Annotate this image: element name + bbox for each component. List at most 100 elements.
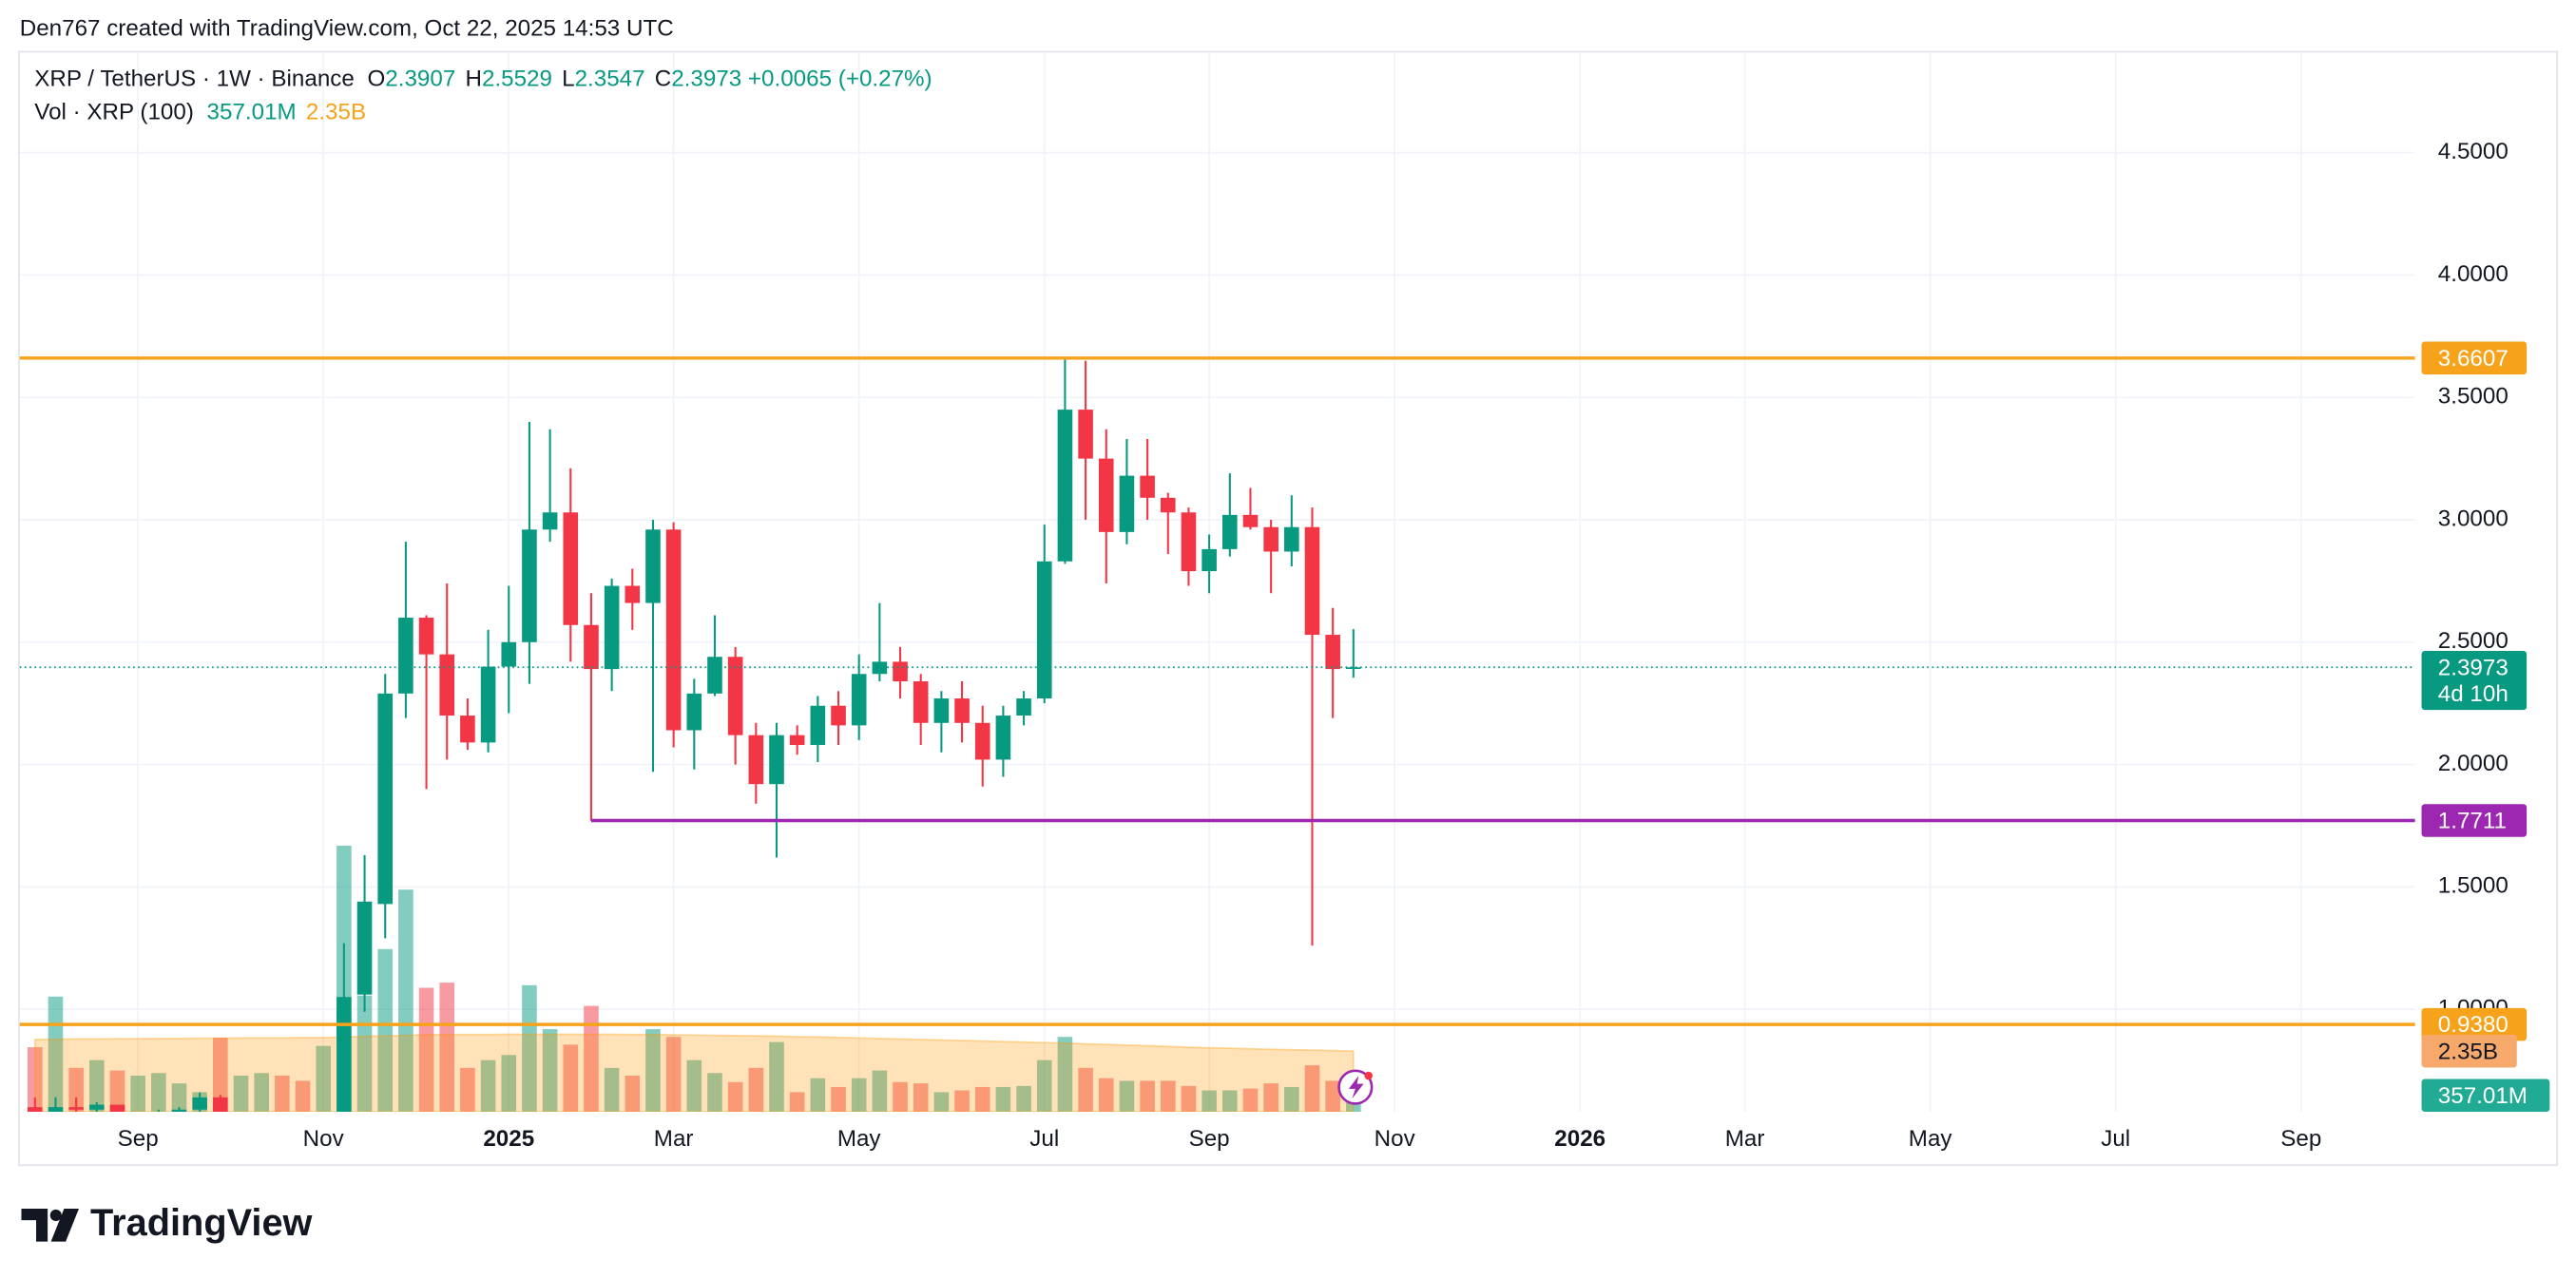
legend-main: XRP / TetherUS · 1W · Binance O2.3907 H2… xyxy=(34,67,932,92)
x-tick-label: 2026 xyxy=(1554,1126,1605,1152)
volume-bar xyxy=(584,1005,599,1113)
volume-bar xyxy=(418,987,434,1113)
y-tick-label: 2.0000 xyxy=(2438,751,2509,776)
candle-body xyxy=(1098,458,1114,532)
candle-body xyxy=(1304,526,1320,636)
candle-body xyxy=(748,735,764,785)
candle-body xyxy=(645,529,661,603)
volume-bar xyxy=(68,1067,84,1113)
volume-bar xyxy=(563,1044,579,1113)
candle-body xyxy=(1036,561,1052,699)
open-value: 2.3907 xyxy=(385,67,455,92)
close-label: C xyxy=(655,67,671,92)
y-tick-label: 2.5000 xyxy=(2438,628,2509,654)
candle-body xyxy=(1221,514,1238,549)
event-icon xyxy=(1364,1071,1374,1080)
candle-body xyxy=(625,585,641,603)
volume-bar xyxy=(27,1047,43,1113)
y-tick-label: 4.0000 xyxy=(2438,261,2509,287)
candle-body xyxy=(913,680,929,723)
candle-body xyxy=(1016,698,1031,716)
x-tick-label: Nov xyxy=(303,1126,345,1152)
candle-body xyxy=(377,693,394,905)
volume-ma-label-box xyxy=(2421,1034,2517,1068)
volume-bar xyxy=(501,1055,517,1113)
price-label: 2.3973 xyxy=(2438,655,2509,680)
x-tick-label: May xyxy=(1909,1126,1953,1152)
volume-bar xyxy=(707,1073,722,1113)
open-label: O xyxy=(367,67,385,92)
candle-body xyxy=(727,657,743,735)
candle-body xyxy=(831,705,846,726)
candle-body xyxy=(707,657,722,694)
x-tick-label: Sep xyxy=(1189,1126,1230,1152)
level-label: 3.6607 xyxy=(2438,346,2509,372)
volume-bar xyxy=(810,1078,826,1113)
level-label: 0.9380 xyxy=(2438,1012,2509,1038)
x-tick-label: Nov xyxy=(1375,1126,1416,1152)
volume-bar xyxy=(954,1090,970,1113)
volume-bar xyxy=(645,1029,661,1113)
candle-body xyxy=(1263,526,1278,552)
volume-bar xyxy=(316,1045,332,1113)
attribution: Den767 created with TradingView.com, Oct… xyxy=(20,16,674,42)
x-tick-label: Sep xyxy=(118,1126,159,1152)
volume-name: Vol · XRP (100) xyxy=(34,100,194,125)
volume-bar xyxy=(377,948,394,1113)
volume-bar xyxy=(851,1078,867,1113)
high-value: 2.5529 xyxy=(482,67,552,92)
candle-body xyxy=(1201,548,1217,572)
close-value: 2.3973 xyxy=(671,67,741,92)
volume-bar xyxy=(1325,1080,1340,1113)
candle-body xyxy=(1284,526,1299,552)
y-tick-label: 1.5000 xyxy=(2438,873,2509,899)
volume-bar xyxy=(769,1041,784,1113)
candle-body xyxy=(213,1097,228,1113)
volume-bar xyxy=(727,1081,743,1113)
x-tick-label: Jul xyxy=(2101,1126,2130,1152)
volume-bar xyxy=(1140,1080,1155,1113)
legend-volume: Vol · XRP (100) 357.01M 2.35B xyxy=(34,100,366,125)
x-tick-label: Mar xyxy=(654,1126,694,1152)
candle-body xyxy=(89,1104,105,1110)
volume-bar xyxy=(522,984,537,1113)
candle-body xyxy=(418,618,434,655)
candle-body xyxy=(398,618,413,694)
candle-body xyxy=(1325,635,1340,670)
volume-bar xyxy=(872,1070,888,1113)
candle-body xyxy=(460,716,475,743)
candle-body xyxy=(769,735,784,785)
candle-body xyxy=(336,997,352,1113)
candle-body xyxy=(604,585,620,670)
volume-bar xyxy=(1346,1102,1361,1113)
candle-body xyxy=(68,1107,84,1110)
candle-body xyxy=(48,1107,64,1113)
volume-bar xyxy=(1181,1085,1197,1113)
volume-bar xyxy=(831,1086,846,1113)
candle-body xyxy=(789,735,805,745)
volume-bar xyxy=(665,1037,682,1113)
candle-body xyxy=(501,641,517,667)
x-tick-label: May xyxy=(837,1126,882,1152)
volume-bar xyxy=(893,1081,908,1113)
volume-bar xyxy=(974,1086,990,1113)
candle-body xyxy=(810,705,826,745)
candle-body xyxy=(480,666,496,743)
logo-text: TradingView xyxy=(90,1202,312,1244)
axes: 1.00001.50002.00002.50003.00003.50004.00… xyxy=(118,139,2509,1152)
logo-icon xyxy=(49,1209,62,1221)
volume-label-box xyxy=(2421,1079,2550,1113)
volume-bar xyxy=(748,1067,764,1113)
volume-bar xyxy=(213,1038,228,1113)
candle-body xyxy=(872,661,888,675)
candle-body xyxy=(439,654,455,716)
volume-bar xyxy=(130,1075,145,1113)
y-tick-label: 4.5000 xyxy=(2438,139,2509,164)
volume-bar xyxy=(89,1059,105,1113)
x-tick-label: Mar xyxy=(1725,1126,1765,1152)
volume-label: 357.01M xyxy=(2438,1083,2528,1109)
volume-bar xyxy=(460,1067,475,1113)
volume-bar xyxy=(1098,1078,1114,1113)
volume-bar xyxy=(295,1080,311,1113)
